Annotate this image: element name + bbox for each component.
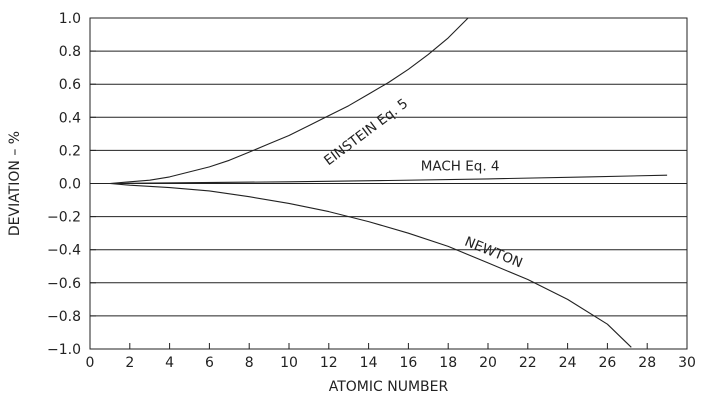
x-tick-label: 12 [320, 355, 338, 371]
y-tick-label: −0.8 [47, 309, 81, 325]
y-tick-label: −0.6 [47, 276, 81, 292]
series-annotation: MACH Eq. 4 [421, 158, 500, 174]
series-lines [109, 17, 668, 348]
series-line-newton [109, 182, 632, 348]
y-tick-label: −1.0 [47, 342, 81, 358]
y-tick-label: 0.4 [59, 110, 81, 126]
x-tick-label: 24 [559, 355, 577, 371]
y-tick-label: 0.0 [59, 177, 81, 193]
series-line-einstein-eq-5 [109, 17, 469, 185]
x-tick-label: 30 [678, 355, 696, 371]
y-tick-label: 1.0 [59, 11, 81, 27]
x-tick-label: 22 [519, 355, 537, 371]
y-tick-label: 0.6 [59, 77, 81, 93]
x-tick-label: 10 [280, 355, 298, 371]
x-tick-label: 6 [205, 355, 214, 371]
x-tick-label: 14 [360, 355, 378, 371]
y-tick-label: −0.4 [47, 243, 81, 259]
y-axis-title: DEVIATION – % [7, 131, 23, 236]
y-tick-label: 0.2 [59, 143, 81, 159]
x-tick-label: 18 [439, 355, 457, 371]
x-axis-title: ATOMIC NUMBER [329, 379, 449, 395]
x-tick-label: 2 [125, 355, 134, 371]
tick-marks [89, 17, 688, 350]
x-tick-label: 0 [86, 355, 95, 371]
x-tick-label: 26 [598, 355, 616, 371]
y-tick-label: −0.2 [47, 210, 81, 226]
x-tick-labels: 0 2 4 6 8 10 12 14 16 18 20 22 24 26 28 30 [86, 355, 696, 371]
series-line-mach-eq-4 [109, 174, 668, 185]
x-tick-label: 28 [638, 355, 656, 371]
x-tick-label: 16 [399, 355, 417, 371]
grid-lines [90, 50, 687, 317]
x-tick-label: 8 [245, 355, 254, 371]
x-tick-label: 4 [165, 355, 174, 371]
x-tick-label: 20 [479, 355, 497, 371]
y-tick-label: 0.8 [59, 44, 81, 60]
y-tick-labels: −1.0 −0.8 −0.6 −0.4 −0.2 0.0 0.2 0.4 0.6 0.8 1.0 [47, 11, 81, 358]
